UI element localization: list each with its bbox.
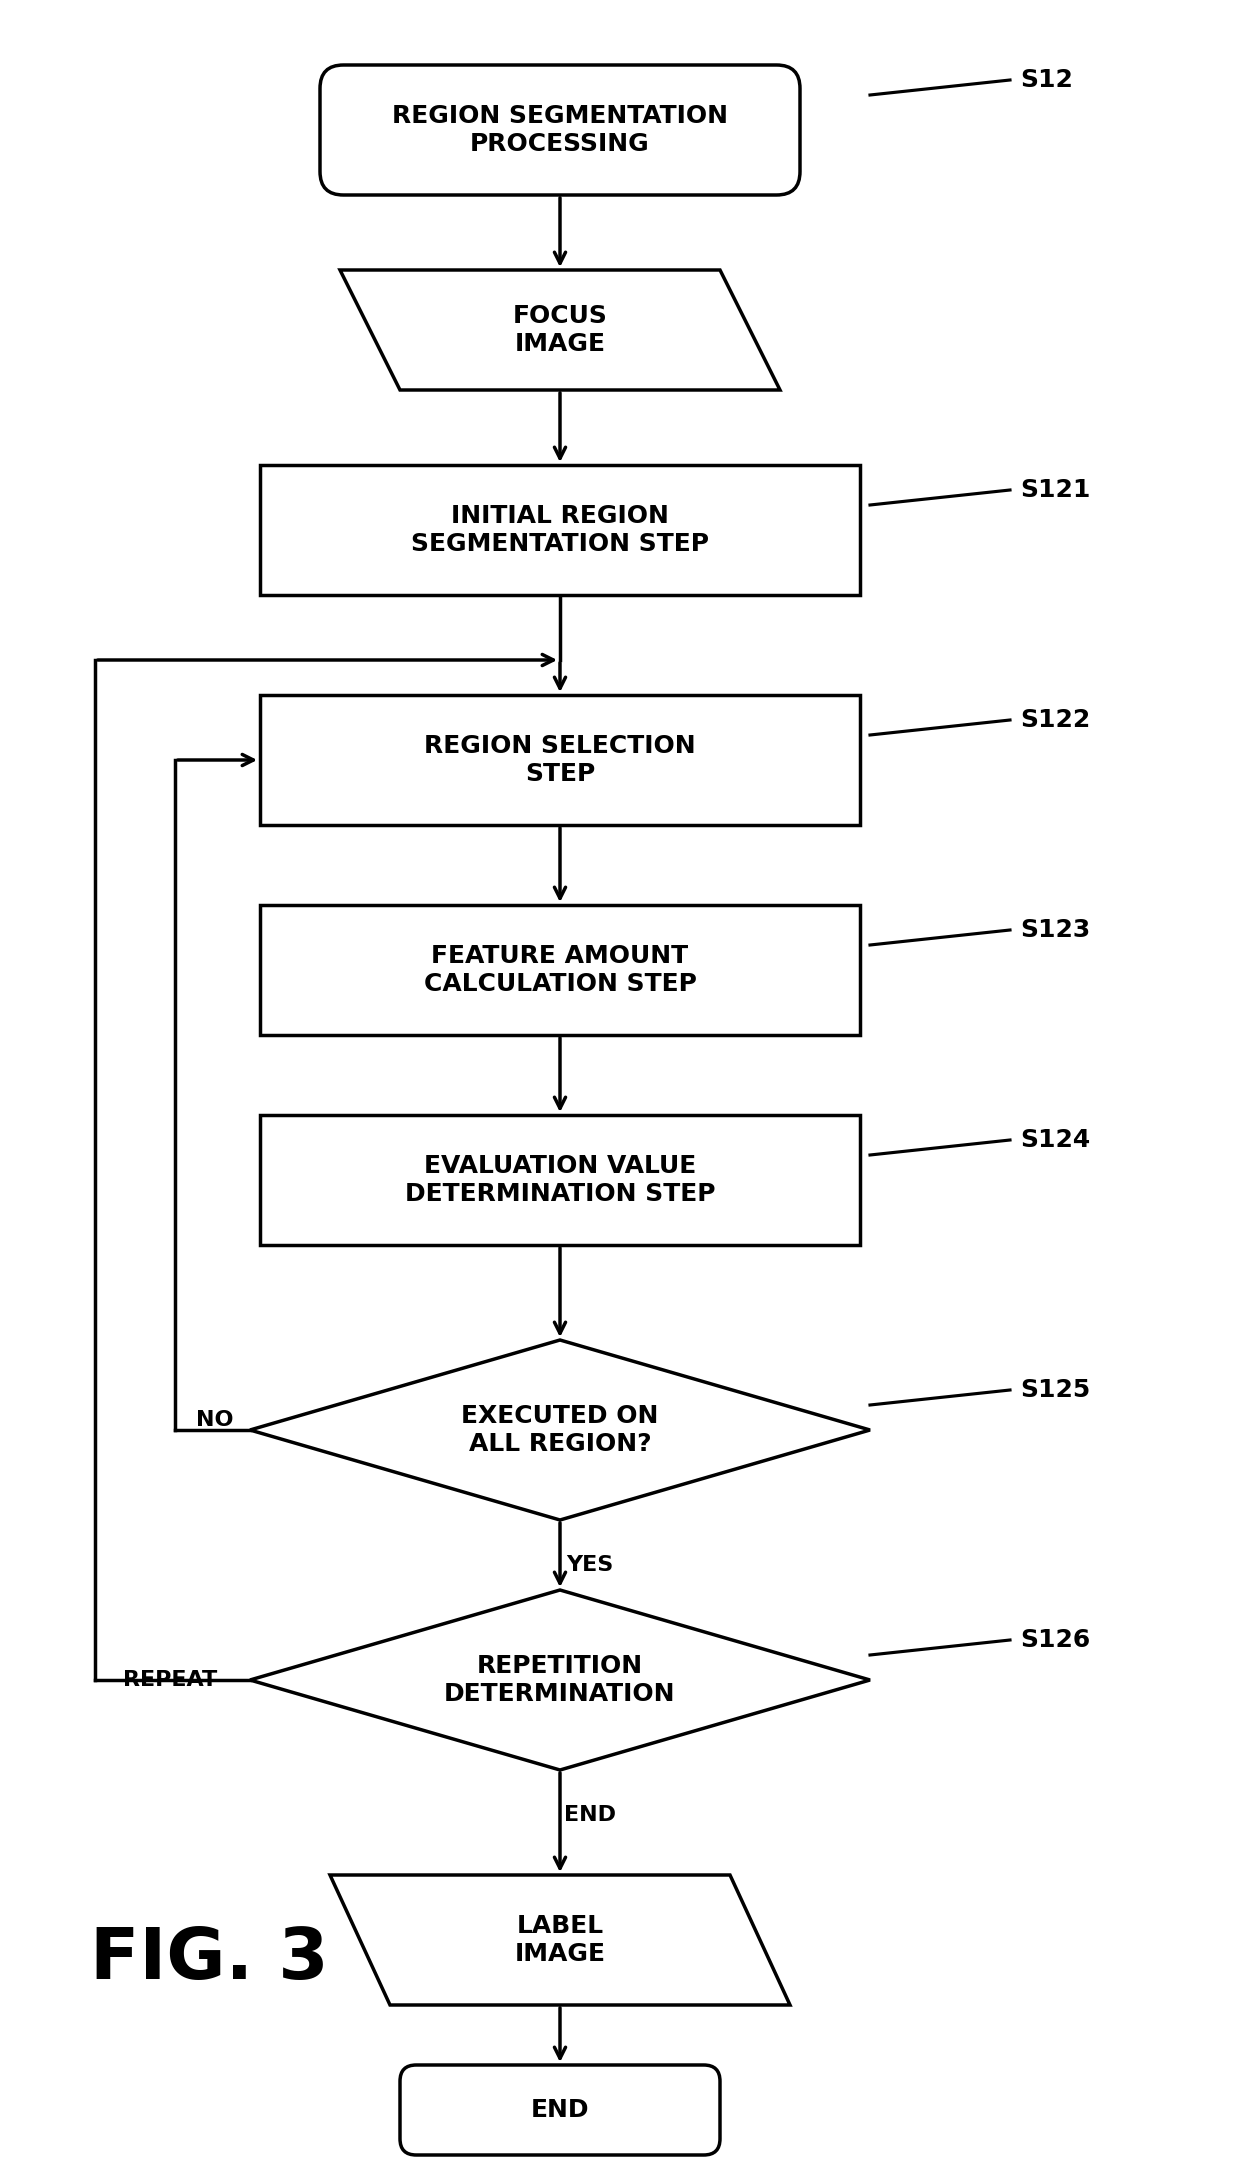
Polygon shape bbox=[340, 271, 780, 391]
FancyBboxPatch shape bbox=[401, 2065, 720, 2155]
Text: YES: YES bbox=[567, 1554, 614, 1574]
Text: S123: S123 bbox=[1021, 919, 1090, 943]
Text: S121: S121 bbox=[1021, 478, 1090, 502]
Text: END: END bbox=[531, 2098, 589, 2122]
Text: EXECUTED ON
ALL REGION?: EXECUTED ON ALL REGION? bbox=[461, 1404, 658, 1456]
Text: FEATURE AMOUNT
CALCULATION STEP: FEATURE AMOUNT CALCULATION STEP bbox=[424, 943, 697, 995]
Text: S125: S125 bbox=[1021, 1377, 1090, 1401]
Text: REPETITION
DETERMINATION: REPETITION DETERMINATION bbox=[444, 1655, 676, 1705]
Text: EVALUATION VALUE
DETERMINATION STEP: EVALUATION VALUE DETERMINATION STEP bbox=[404, 1155, 715, 1205]
Bar bbox=[260, 465, 861, 596]
Text: LABEL
IMAGE: LABEL IMAGE bbox=[515, 1914, 605, 1967]
Text: FOCUS
IMAGE: FOCUS IMAGE bbox=[512, 303, 608, 356]
Text: FIG. 3: FIG. 3 bbox=[91, 1925, 329, 1995]
Text: S122: S122 bbox=[1021, 707, 1090, 731]
Text: S124: S124 bbox=[1021, 1129, 1090, 1153]
Text: REGION SEGMENTATION
PROCESSING: REGION SEGMENTATION PROCESSING bbox=[392, 105, 728, 155]
Bar bbox=[260, 906, 861, 1035]
Polygon shape bbox=[330, 1875, 790, 2004]
Text: INITIAL REGION
SEGMENTATION STEP: INITIAL REGION SEGMENTATION STEP bbox=[410, 504, 709, 557]
FancyBboxPatch shape bbox=[320, 65, 800, 194]
Polygon shape bbox=[250, 1589, 870, 1770]
Bar bbox=[260, 694, 861, 825]
Text: S126: S126 bbox=[1021, 1629, 1090, 1653]
Text: S12: S12 bbox=[1021, 68, 1073, 92]
Bar bbox=[260, 1116, 861, 1244]
Text: REGION SELECTION
STEP: REGION SELECTION STEP bbox=[424, 733, 696, 786]
Text: REPEAT: REPEAT bbox=[123, 1670, 217, 1690]
Text: NO: NO bbox=[196, 1410, 234, 1430]
Text: END: END bbox=[564, 1805, 616, 1825]
Polygon shape bbox=[250, 1340, 870, 1519]
